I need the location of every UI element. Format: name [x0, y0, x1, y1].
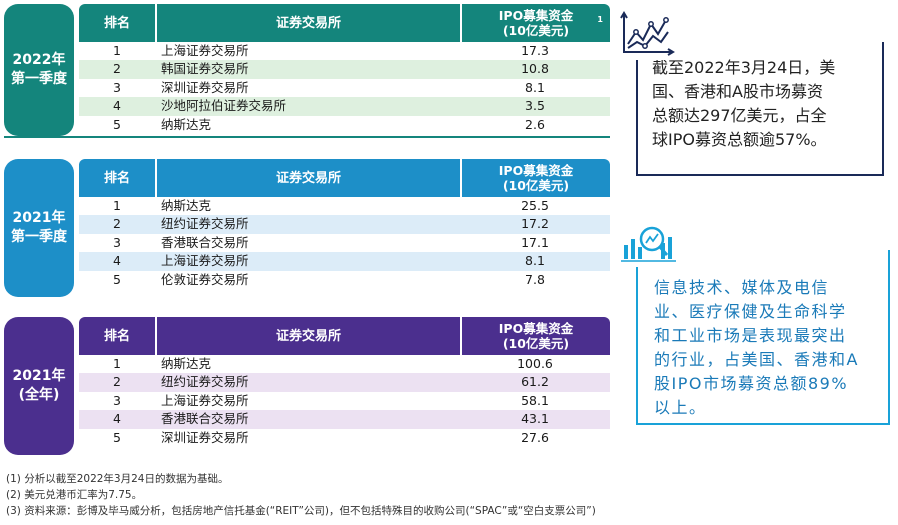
magnifier-chart-icon: [616, 217, 680, 267]
table-row: 1 纳斯达克 25.5: [113, 198, 549, 213]
table-block-2022-q1: 2022年 第一季度 排名 证券交易所 IPO募集资金 (10亿美元) 1 1 上海…: [4, 4, 610, 138]
exchange-header: 证券交易所: [155, 4, 460, 42]
summary-panel-us-hk-a: 截至2022年3月24日，美 国、香港和A股市场募资 总额达297亿美元，占全 …: [636, 42, 884, 176]
exchange-header: 证券交易所: [155, 317, 460, 355]
period-label: 2021年 第一季度: [4, 159, 74, 297]
ipo-table: 排名 证券交易所 IPO募集资金 (10亿美元) 1 纳斯达克 25.5 2 纽约证券交…: [79, 159, 610, 289]
footnotes: (1) 分析以截至2022年3月24日的数据为基础。 (2) 美元兑港币汇率为7…: [6, 471, 596, 519]
table-row: 5 纳斯达克 2.6: [113, 116, 545, 132]
line-chart-icon: [616, 8, 678, 60]
rank-header: 排名: [103, 15, 130, 31]
ipo-table: 排名 证券交易所 IPO募集资金 (10亿美元) 1 纳斯达克 100.6 2 纽约证券…: [79, 317, 610, 447]
table-row: 1 纳斯达克 100.6: [113, 356, 553, 371]
table-header: 排名 证券交易所 IPO募集资金 (10亿美元): [79, 317, 610, 355]
table-row: 5 深圳证券交易所 27.6: [113, 429, 549, 445]
footnote: (2) 美元兑港币汇率为7.75。: [6, 489, 143, 501]
summary-panel-sectors: 信息技术、媒体及电信 业、医疗保健及生命科学 和工业市场是表现最突出 的行业，占…: [636, 250, 890, 425]
period-label: 2022年 第一季度: [4, 4, 74, 136]
footnote: (3) 资料来源：彭博及毕马威分析，包括房地产信托基金(“REIT”公司)，但不…: [6, 505, 596, 517]
table-header: 排名 证券交易所 IPO募集资金 (10亿美元): [79, 159, 610, 197]
ipo-header: IPO募集资金 (10亿美元): [460, 317, 610, 355]
ipo-header: IPO募集资金 (10亿美元): [460, 159, 610, 197]
table-row: 5 伦敦证券交易所 7.8: [113, 271, 545, 287]
table-row: 3 深圳证券交易所 8.1: [113, 79, 545, 95]
table-row: 3 香港联合交易所 17.1: [113, 234, 549, 250]
table-row: 2 纽约证券交易所 61.2: [79, 373, 610, 392]
period-label: 2021年 (全年): [4, 317, 74, 455]
table-row: 4 沙地阿拉伯证券交易所 3.5: [79, 97, 610, 116]
exchange-header: 证券交易所: [155, 159, 460, 197]
table-row: 2 纽约证券交易所 17.2: [79, 215, 610, 234]
table-block-2021-full-year: 2021年 (全年) 排名 证券交易所 IPO募集资金 (10亿美元) 1 纳斯达克…: [4, 317, 610, 455]
table-row: 2 韩国证券交易所 10.8: [79, 60, 610, 79]
table-row: 4 香港联合交易所 43.1: [79, 410, 610, 429]
ipo-header: IPO募集资金 (10亿美元) 1: [460, 4, 610, 42]
table-row: 4 上海证券交易所 8.1: [79, 252, 610, 271]
table-row: 1 上海证券交易所 17.3: [113, 43, 549, 58]
footnote: (1) 分析以截至2022年3月24日的数据为基础。: [6, 473, 229, 485]
table-header: 排名 证券交易所 IPO募集资金 (10亿美元) 1: [79, 4, 610, 42]
table-row: 3 上海证券交易所 58.1: [113, 392, 549, 408]
rank-header: 排名: [103, 328, 130, 344]
ipo-table: 排名 证券交易所 IPO募集资金 (10亿美元) 1 1 上海证券交易所 17.3 2…: [79, 4, 610, 134]
rank-header: 排名: [103, 170, 130, 186]
table-block-2021-q1: 2021年 第一季度 排名 证券交易所 IPO募集资金 (10亿美元) 1 纳斯达克…: [4, 159, 610, 297]
